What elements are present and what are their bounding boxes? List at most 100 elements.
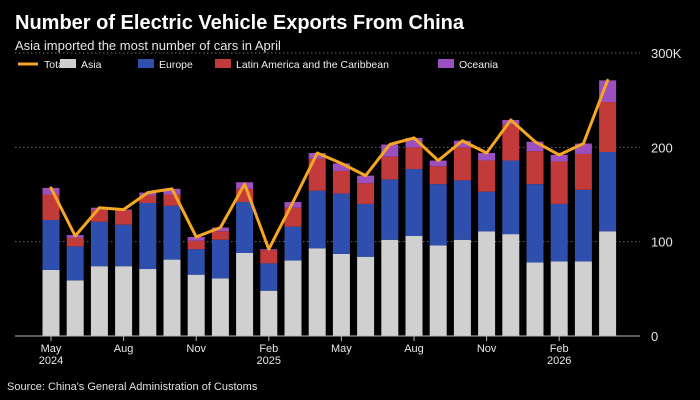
- x-tick-label-18-0: Nov: [477, 343, 497, 355]
- bar-asia-15: [405, 236, 423, 336]
- chart-title: Number of Electric Vehicle Exports From …: [15, 12, 465, 34]
- bar-oceania-17: [453, 140, 471, 148]
- bar-asia-3: [115, 266, 133, 336]
- legend-swatch-oceania: [438, 59, 454, 68]
- bar-latin-america-and-the-caribbean-12: [332, 170, 350, 194]
- x-tick-label-3-0: Aug: [114, 343, 134, 355]
- y-tick-label-300: 300K: [651, 46, 682, 61]
- bar-asia-10: [284, 260, 302, 336]
- y-tick-label-100: 100: [651, 235, 673, 250]
- bar-latin-america-and-the-caribbean-16: [429, 166, 447, 185]
- x-tick-label-9-0: Feb: [259, 343, 278, 355]
- x-tick-label-15-0: Aug: [404, 343, 424, 355]
- bar-asia-0: [42, 269, 60, 336]
- legend-swatch-asia: [60, 59, 76, 68]
- bar-europe-23: [599, 152, 617, 232]
- bar-latin-america-and-the-caribbean-4: [139, 195, 157, 203]
- bar-latin-america-and-the-caribbean-19: [502, 124, 520, 161]
- bar-oceania-12: [332, 163, 350, 171]
- bar-europe-12: [332, 193, 350, 254]
- bar-europe-17: [453, 180, 471, 240]
- bar-latin-america-and-the-caribbean-9: [260, 250, 278, 264]
- bar-oceania-22: [574, 143, 592, 154]
- bar-asia-1: [66, 280, 84, 336]
- x-tick-label-0-1: 2024: [39, 355, 63, 367]
- bar-latin-america-and-the-caribbean-6: [187, 240, 205, 250]
- x-tick-label-21-0: Feb: [550, 343, 569, 355]
- bar-asia-9: [260, 290, 278, 336]
- bar-asia-7: [211, 278, 229, 336]
- bar-oceania-23: [599, 80, 617, 103]
- x-tick-label-21-1: 2026: [547, 355, 571, 367]
- bar-latin-america-and-the-caribbean-18: [478, 160, 496, 192]
- legend-label-europe: Europe: [159, 59, 193, 71]
- bar-europe-5: [163, 205, 181, 260]
- bar-latin-america-and-the-caribbean-0: [42, 194, 60, 220]
- x-tick-label-0-0: May: [41, 343, 62, 355]
- bar-europe-14: [381, 179, 399, 240]
- bar-asia-2: [90, 266, 108, 336]
- bar-asia-14: [381, 239, 399, 336]
- bar-europe-11: [308, 190, 326, 249]
- bar-latin-america-and-the-caribbean-5: [163, 194, 181, 206]
- bar-asia-8: [236, 252, 254, 336]
- bar-europe-3: [115, 224, 133, 267]
- bar-europe-0: [42, 219, 60, 270]
- bar-europe-16: [429, 184, 447, 246]
- bar-oceania-21: [550, 154, 568, 162]
- bar-oceania-18: [478, 152, 496, 161]
- x-tick-label-12-0: May: [331, 343, 352, 355]
- bar-europe-18: [478, 191, 496, 232]
- bar-asia-16: [429, 245, 447, 336]
- bar-latin-america-and-the-caribbean-23: [599, 102, 617, 153]
- bar-asia-22: [574, 261, 592, 336]
- bar-europe-9: [260, 263, 278, 291]
- bar-asia-17: [453, 239, 471, 336]
- source-note: Source: China's General Administration o…: [7, 381, 258, 393]
- bar-europe-22: [574, 189, 592, 262]
- bar-asia-11: [308, 248, 326, 336]
- y-tick-label-200: 200: [651, 140, 673, 155]
- bar-oceania-15: [405, 137, 423, 148]
- x-tick-label-9-1: 2025: [257, 355, 281, 367]
- bar-europe-21: [550, 203, 568, 262]
- bar-latin-america-and-the-caribbean-1: [66, 237, 84, 247]
- total-line: [49, 78, 610, 251]
- chart-subtitle: Asia imported the most number of cars in…: [15, 38, 281, 53]
- bar-europe-20: [526, 184, 544, 263]
- bar-asia-18: [478, 231, 496, 336]
- bar-oceania-20: [526, 141, 544, 152]
- legend-label-latin-america-and-the-caribbean: Latin America and the Caribbean: [236, 59, 389, 71]
- bar-europe-10: [284, 226, 302, 261]
- bar-asia-12: [332, 253, 350, 336]
- bar-europe-4: [139, 202, 157, 270]
- x-tick-label-6-0: Nov: [186, 343, 206, 355]
- bar-latin-america-and-the-caribbean-11: [308, 158, 326, 191]
- bar-europe-2: [90, 221, 108, 267]
- bar-latin-america-and-the-caribbean-14: [381, 156, 399, 180]
- bar-latin-america-and-the-caribbean-17: [453, 147, 471, 181]
- bar-latin-america-and-the-caribbean-13: [357, 183, 375, 204]
- bar-europe-7: [211, 239, 229, 279]
- bar-oceania-6: [187, 236, 205, 241]
- bar-europe-1: [66, 246, 84, 281]
- bar-oceania-7: [211, 227, 229, 232]
- bar-oceania-13: [357, 175, 375, 184]
- y-tick-label-0: 0: [651, 329, 658, 344]
- bar-europe-19: [502, 160, 520, 235]
- bar-europe-13: [357, 203, 375, 257]
- bar-asia-23: [599, 231, 617, 336]
- legend-label-asia: Asia: [81, 59, 102, 71]
- bar-europe-15: [405, 169, 423, 237]
- bar-asia-20: [526, 262, 544, 336]
- bar-latin-america-and-the-caribbean-3: [115, 210, 133, 225]
- bar-asia-19: [502, 234, 520, 336]
- bar-asia-5: [163, 259, 181, 336]
- bar-asia-13: [357, 256, 375, 336]
- bar-europe-6: [187, 249, 205, 275]
- legend-swatch-latin-america-and-the-caribbean: [215, 59, 231, 68]
- bar-latin-america-and-the-caribbean-7: [211, 231, 229, 240]
- bar-latin-america-and-the-caribbean-15: [405, 147, 423, 170]
- bar-oceania-16: [429, 160, 447, 167]
- bar-latin-america-and-the-caribbean-20: [526, 151, 544, 185]
